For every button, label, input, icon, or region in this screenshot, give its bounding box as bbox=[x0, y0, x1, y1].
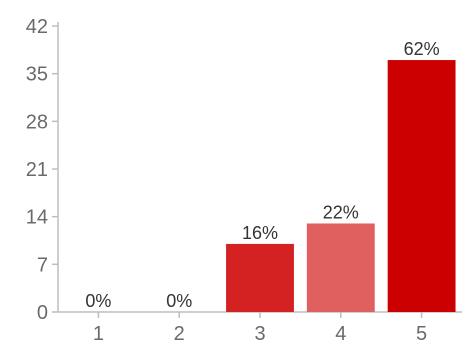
bars bbox=[226, 60, 456, 312]
bar-value-label: 62% bbox=[404, 39, 440, 59]
y-tick-label: 21 bbox=[26, 159, 48, 181]
x-axis: 1 2 3 4 5 bbox=[58, 311, 462, 342]
y-tick-label: 35 bbox=[26, 64, 48, 86]
x-tick-label: 2 bbox=[174, 323, 185, 342]
x-tick-label: 5 bbox=[416, 323, 427, 342]
y-tick-label: 7 bbox=[37, 254, 48, 276]
bar bbox=[387, 60, 456, 312]
x-tick-label: 3 bbox=[254, 323, 265, 342]
x-tick-label: 1 bbox=[93, 323, 104, 342]
bar-value-label: 0% bbox=[166, 291, 192, 311]
bar bbox=[306, 223, 375, 312]
data-labels: 0% 0% 16% 22% 62% bbox=[85, 39, 439, 311]
bar bbox=[226, 243, 294, 312]
y-tick-label: 14 bbox=[26, 207, 48, 229]
y-axis: 0 7 14 21 28 35 42 bbox=[26, 16, 59, 324]
bar-value-label: 16% bbox=[242, 223, 278, 243]
y-tick-label: 42 bbox=[26, 16, 48, 38]
x-tick-label: 4 bbox=[335, 323, 346, 342]
bar-value-label: 22% bbox=[323, 202, 359, 222]
y-tick-label: 0 bbox=[37, 302, 48, 324]
bar-value-label: 0% bbox=[85, 291, 111, 311]
y-tick-label: 28 bbox=[26, 111, 48, 133]
